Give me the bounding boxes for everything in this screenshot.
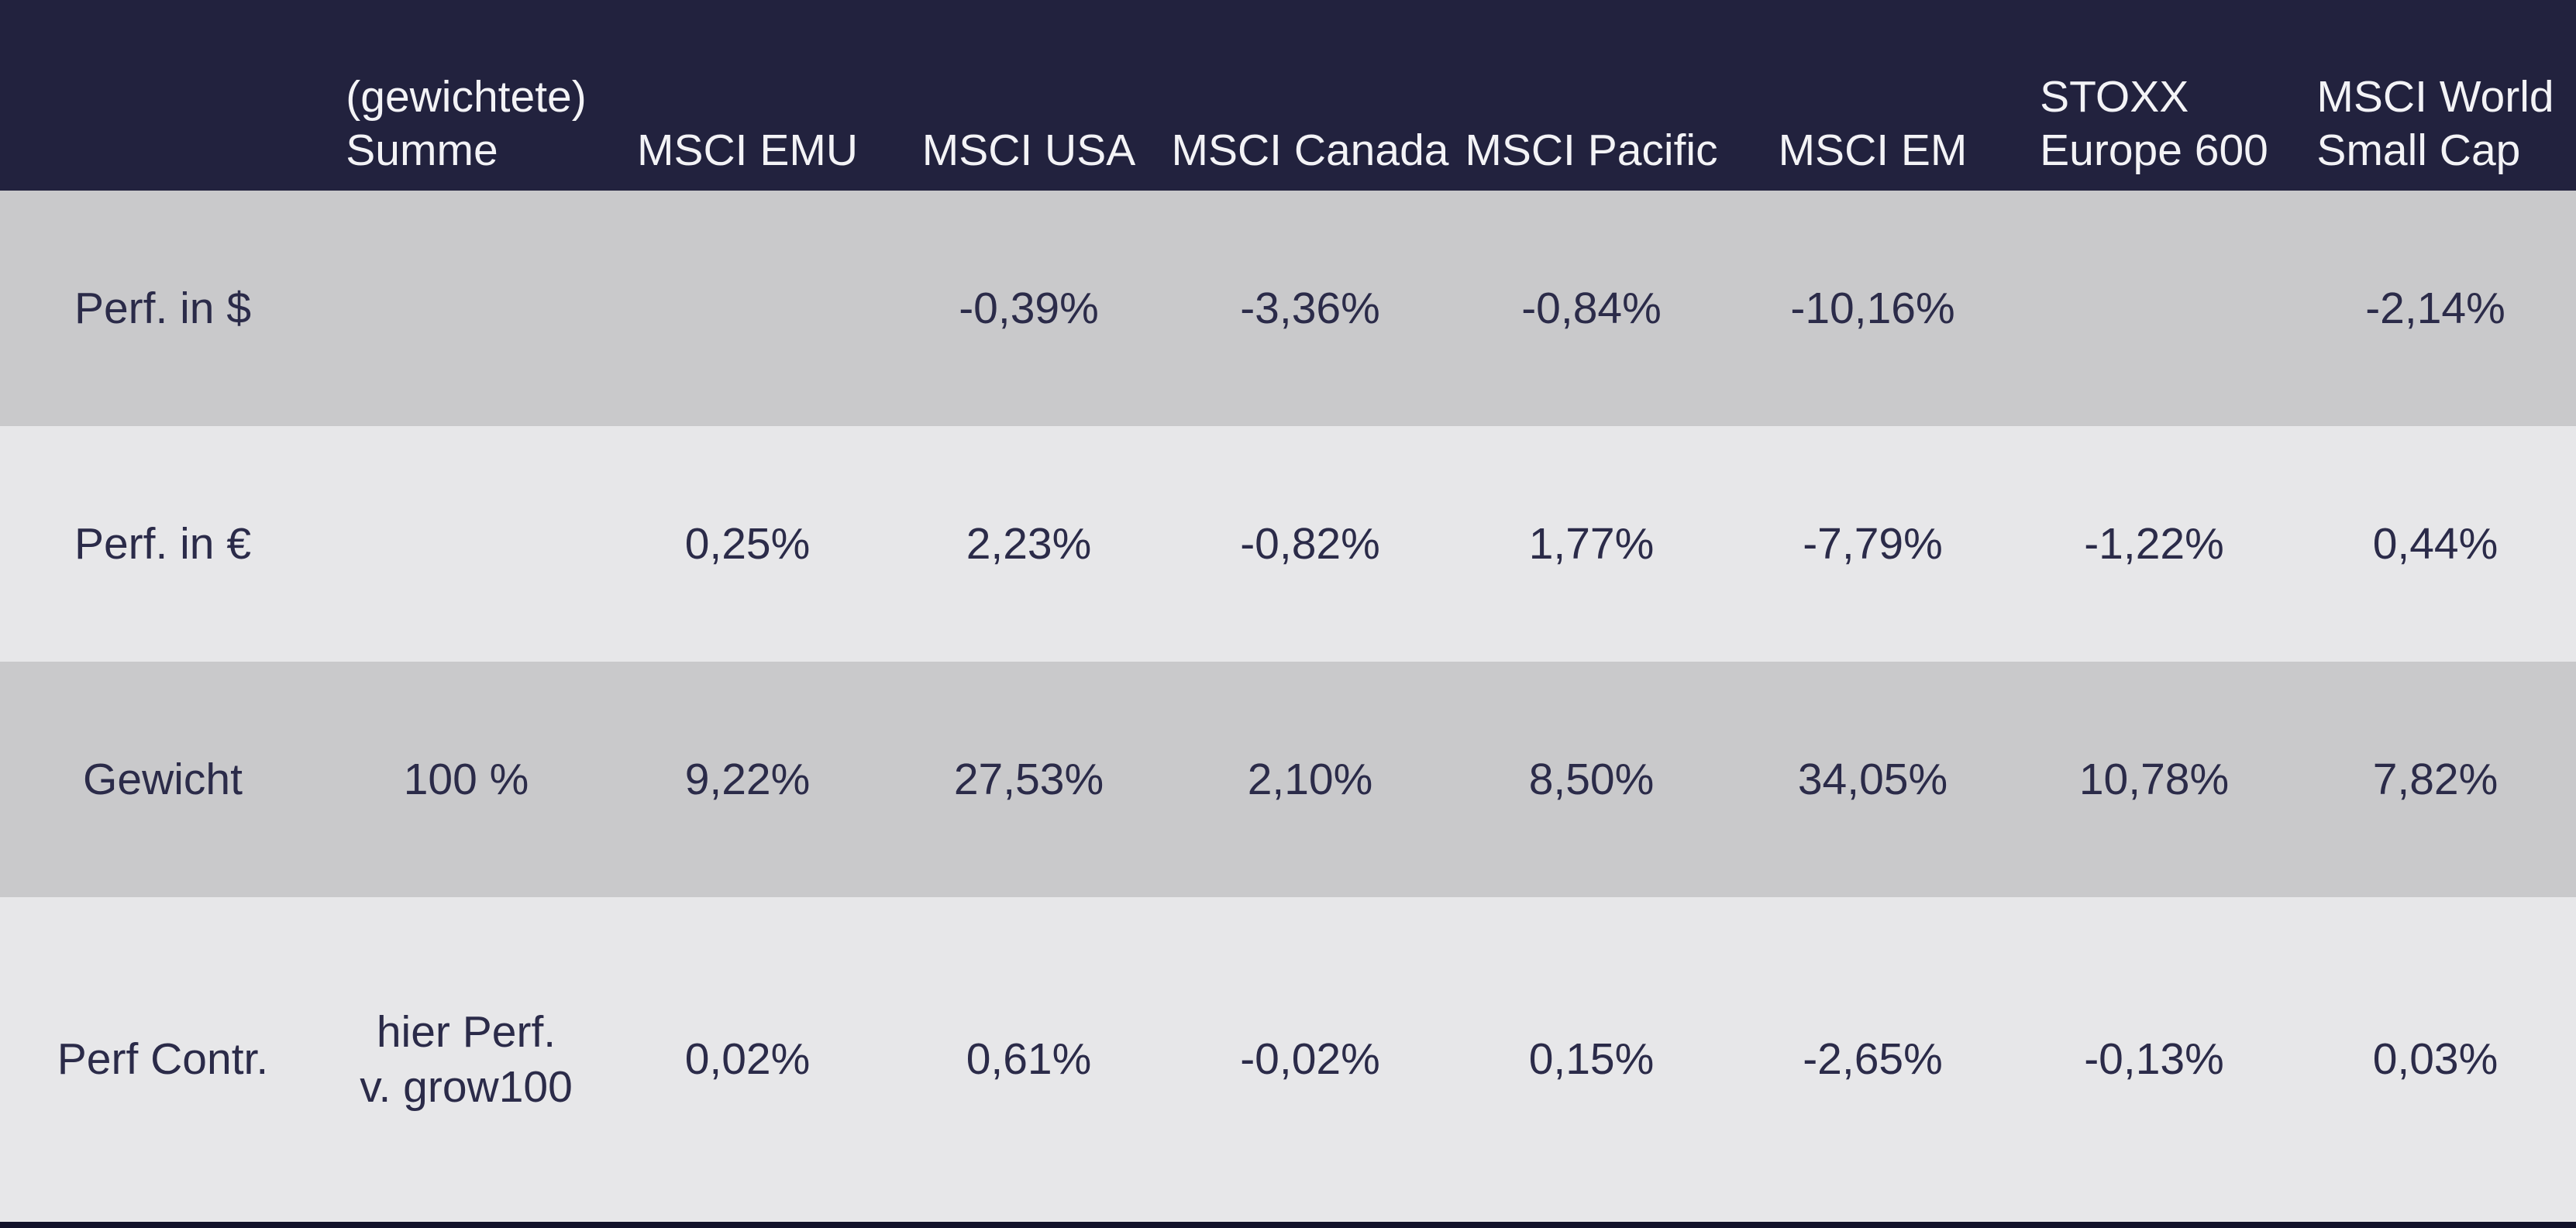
cell-perf-dollar-msci-world-sc: -2,14% [2295,191,2576,426]
header-label: MSCI World Small Cap [2316,72,2554,175]
cell-perf-euro-stoxx: -1,22% [2013,426,2295,662]
header-label: MSCI EM [1778,125,1968,175]
header-label: (gewichtete) Summe [346,72,587,175]
header-label: MSCI EMU [637,125,858,175]
row-label-perf-in-dollar: Perf. in $ [0,191,325,426]
cell-gewicht-summe: 100 % [325,662,607,897]
header-label: MSCI Canada [1171,125,1449,175]
cell-perf-euro-msci-canada: -0,82% [1169,426,1451,662]
table-row-perf-in-euro: Perf. in € 0,25% 2,23% -0,82% 1,77% -7,7… [0,426,2576,662]
cell-perf-contr-msci-emu: 0,02% [607,897,888,1222]
cell-perf-contr-stoxx: -0,13% [2013,897,2295,1222]
row-label-perf-contr: Perf Contr. [0,897,325,1222]
cell-perf-contr-msci-pacific: 0,15% [1451,897,1732,1222]
header-label: MSCI Pacific [1465,125,1718,175]
cell-perf-dollar-msci-pacific: -0,84% [1451,191,1732,426]
header-cell-msci-emu: MSCI EMU [607,0,888,191]
header-cell-msci-usa: MSCI USA [888,0,1169,191]
cell-perf-euro-msci-world-sc: 0,44% [2295,426,2576,662]
cell-perf-dollar-msci-canada: -3,36% [1169,191,1451,426]
cell-perf-euro-msci-emu: 0,25% [607,426,888,662]
cell-gewicht-msci-canada: 2,10% [1169,662,1451,897]
row-label-gewicht: Gewicht [0,662,325,897]
cell-perf-euro-msci-usa: 2,23% [888,426,1169,662]
header-label: MSCI USA [921,125,1136,175]
cell-perf-dollar-stoxx [2013,191,2295,426]
header-cell-msci-pacific: MSCI Pacific [1451,0,1732,191]
cell-perf-contr-summe-note: hier Perf. v. grow100 [325,897,607,1222]
cell-perf-contr-msci-world-sc: 0,03% [2295,897,2576,1222]
cell-gewicht-msci-world-sc: 7,82% [2295,662,2576,897]
header-cell-gewichtete-summe: (gewichtete) Summe [325,0,607,191]
header-cell-stoxx-europe-600: STOXX Europe 600 [2013,0,2295,191]
cell-perf-euro-summe [325,426,607,662]
bottom-bar [0,1222,2576,1228]
cell-gewicht-msci-em: 34,05% [1732,662,2013,897]
header-cell-msci-world-small-cap: MSCI World Small Cap [2295,0,2576,191]
cell-perf-dollar-msci-emu [607,191,888,426]
cell-perf-dollar-summe [325,191,607,426]
header-cell-msci-em: MSCI EM [1732,0,2013,191]
table-row-perf-contr: Perf Contr. hier Perf. v. grow100 0,02% 0… [0,897,2576,1222]
table-row-perf-in-dollar: Perf. in $ -0,39% -3,36% -0,84% -10,16% … [0,191,2576,426]
cell-perf-euro-msci-em: -7,79% [1732,426,2013,662]
cell-perf-dollar-msci-em: -10,16% [1732,191,2013,426]
cell-perf-contr-msci-canada: -0,02% [1169,897,1451,1222]
cell-gewicht-msci-pacific: 8,50% [1451,662,1732,897]
cell-gewicht-stoxx: 10,78% [2013,662,2295,897]
cell-perf-contr-msci-em: -2,65% [1732,897,2013,1222]
header-row: (gewichtete) Summe MSCI EMU MSCI USA MSCI… [0,0,2576,191]
cell-perf-dollar-msci-usa: -0,39% [888,191,1169,426]
cell-gewicht-msci-usa: 27,53% [888,662,1169,897]
header-cell-msci-canada: MSCI Canada [1169,0,1451,191]
cell-perf-euro-msci-pacific: 1,77% [1451,426,1732,662]
cell-perf-contr-msci-usa: 0,61% [888,897,1169,1222]
table-row-gewicht: Gewicht 100 % 9,22% 27,53% 2,10% 8,50% 3… [0,662,2576,897]
header-cell-row-labels [0,0,325,191]
cell-gewicht-msci-emu: 9,22% [607,662,888,897]
row-label-perf-in-euro: Perf. in € [0,426,325,662]
header-label: STOXX Europe 600 [2040,72,2268,175]
